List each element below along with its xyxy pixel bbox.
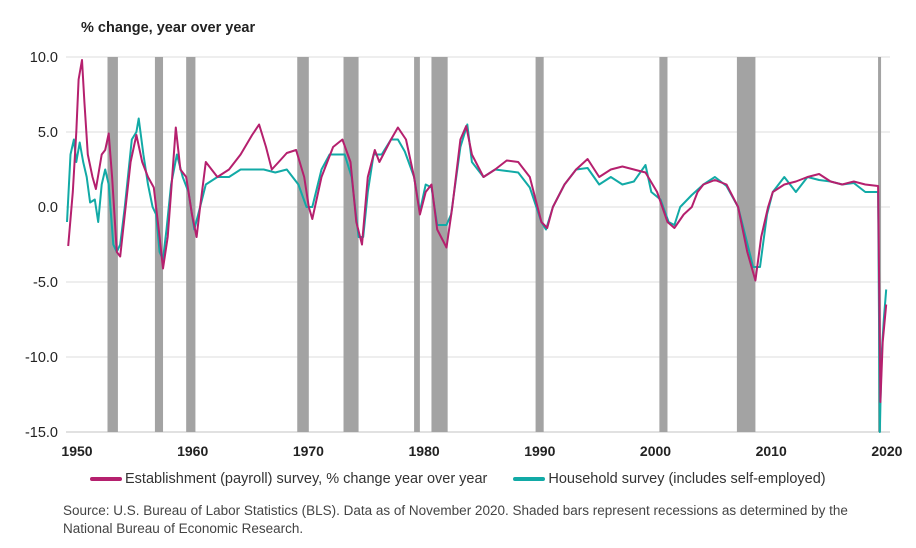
x-tick-label: 1950 [61, 443, 92, 459]
y-tick-label: 10.0 [30, 50, 58, 66]
recession-bar [659, 57, 668, 432]
recession-bar [297, 57, 309, 432]
recession-bar [414, 57, 420, 432]
establishment-series-line [67, 59, 888, 403]
legend-label: Household survey (includes self-employed… [548, 471, 826, 487]
source-note: Source: U.S. Bureau of Labor Statistics … [63, 503, 848, 536]
x-tick-label: 2010 [756, 443, 787, 459]
x-tick-label: 1970 [293, 443, 324, 459]
y-tick-label: -5.0 [33, 275, 58, 291]
x-tick-label: 1980 [409, 443, 440, 459]
x-tick-label: 1960 [177, 443, 208, 459]
recession-bar [431, 57, 448, 432]
x-tick-label: 2000 [640, 443, 671, 459]
x-tick-label: 2020 [871, 443, 902, 459]
y-tick-label: 5.0 [38, 125, 58, 141]
y-tick-label: -10.0 [25, 350, 58, 366]
legend-swatch [90, 477, 122, 481]
x-tick-label: 1990 [524, 443, 555, 459]
recession-bar [535, 57, 544, 432]
legend: Establishment (payroll) survey, % change… [90, 471, 826, 487]
recession-bar [343, 57, 359, 432]
legend-item-establishment: Establishment (payroll) survey, % change… [90, 471, 487, 487]
legend-label: Establishment (payroll) survey, % change… [125, 471, 488, 487]
legend-swatch [513, 477, 546, 481]
legend-item-household: Household survey (includes self-employed… [513, 471, 826, 487]
y-tick-label: 0.0 [38, 200, 58, 216]
y-axis-title: % change, year over year [81, 20, 256, 36]
y-tick-label: -15.0 [25, 425, 58, 441]
recession-bar [186, 57, 196, 432]
